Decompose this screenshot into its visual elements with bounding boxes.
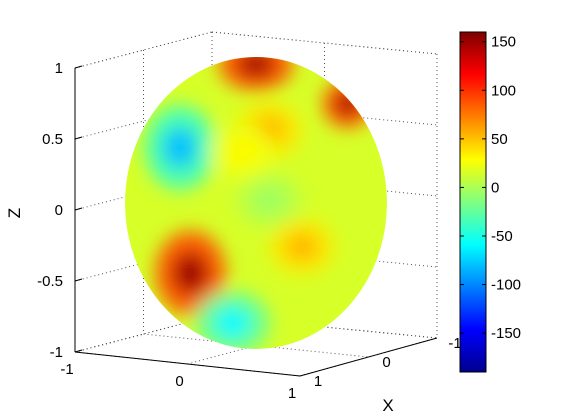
grid-line (211, 315, 438, 339)
z-tick-label: -0.5 (37, 273, 63, 290)
colorbar-gradient (459, 31, 487, 373)
x-axis-line (299, 337, 438, 377)
z-tick-mark (74, 207, 83, 211)
surface-feature (144, 105, 216, 191)
sphere-surface (125, 57, 387, 349)
x-tick-label: 0 (382, 354, 390, 371)
grid-line (211, 31, 438, 55)
y-tick-label: 1 (288, 385, 296, 402)
surface-feature (218, 57, 294, 91)
colorbar-tick-label: -50 (491, 228, 513, 245)
x-axis-ticks: 1 0 -1 (314, 335, 462, 390)
z-tick-label: 0.5 (42, 131, 63, 148)
surface-features (144, 57, 373, 349)
surface-feature (269, 219, 335, 275)
surface-feature (322, 79, 373, 128)
grid-line (211, 244, 438, 268)
colorbar: 150 100 50 0 -50 -100 -150 (459, 31, 521, 373)
z-axis-label: Z (5, 208, 24, 218)
z-tick-label: 1 (55, 60, 63, 77)
surface-feature (236, 172, 302, 228)
surface-feature (155, 230, 226, 316)
colorbar-tick-label: -150 (491, 325, 521, 342)
z-tick-label: 0 (55, 202, 63, 219)
z-tick-mark (74, 136, 83, 140)
colorbar-ticks: 150 100 50 0 -50 -100 -150 (460, 34, 521, 342)
x-tick-label: 1 (314, 373, 322, 390)
colorbar-tick-label: 0 (491, 179, 499, 196)
z-tick-mark (74, 349, 83, 353)
colorbar-tick-label: 150 (491, 34, 516, 51)
colorbar-tick-label: 100 (491, 82, 516, 99)
y-axis-ticks: -1 0 1 (60, 361, 296, 402)
x-tick-label: -1 (448, 335, 461, 352)
colorbar-tick-label: 50 (491, 131, 508, 148)
z-axis-ticks: 1 0.5 0 -0.5 -1 (37, 60, 63, 361)
grid-line (211, 102, 438, 126)
colorbar-tick-label: -100 (491, 277, 521, 294)
grid-line (211, 173, 438, 197)
z-tick-label: -1 (50, 344, 63, 361)
z-tick-mark (74, 65, 83, 69)
surface-feature (210, 124, 276, 180)
y-tick-label: 0 (175, 373, 183, 390)
surface-feature (194, 290, 270, 349)
z-tick-mark (74, 278, 83, 282)
x-axis-label: X (382, 396, 393, 415)
y-tick-label: -1 (60, 361, 73, 378)
grid-line (143, 333, 369, 358)
y-axis-line (74, 351, 301, 377)
